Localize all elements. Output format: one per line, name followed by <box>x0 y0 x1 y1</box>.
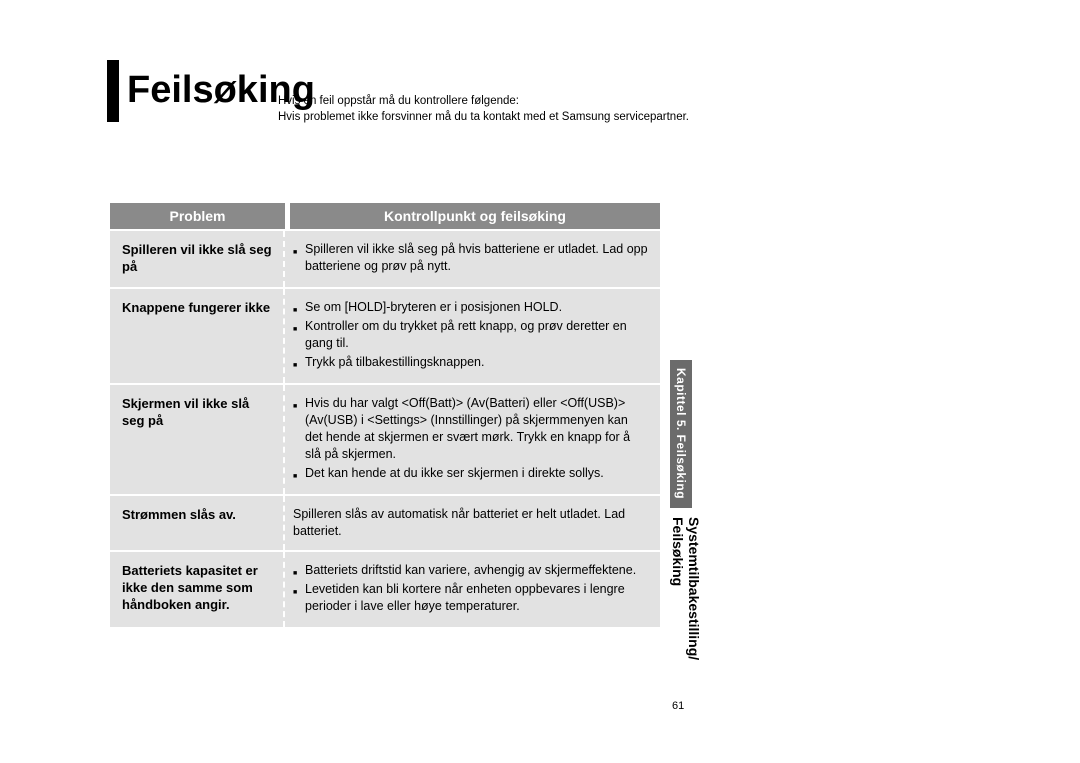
list-item: Hvis du har valgt <Off(Batt)> (Av(Batter… <box>293 395 648 463</box>
cell-problem: Strømmen slås av. <box>110 496 285 550</box>
side-title-line-2: Feilsøking <box>670 517 686 586</box>
list-item: Batteriets driftstid kan variere, avheng… <box>293 562 648 579</box>
list-item: Se om [HOLD]-bryteren er i posisjonen HO… <box>293 299 648 316</box>
table-row: Strømmen slås av. Spilleren slås av auto… <box>110 494 660 550</box>
table-row: Knappene fungerer ikke Se om [HOLD]-bryt… <box>110 287 660 383</box>
cell-check: Batteriets driftstid kan variere, avheng… <box>285 552 660 627</box>
page-number: 61 <box>672 700 684 712</box>
cell-problem: Batteriets kapasitet er ikke den samme s… <box>110 552 285 627</box>
section-side-title: Systemtilbakestilling/ Feilsøking <box>670 517 702 660</box>
intro-line-2: Hvis problemet ikke forsvinner må du ta … <box>278 109 689 125</box>
table-row: Batteriets kapasitet er ikke den samme s… <box>110 550 660 627</box>
chapter-tab: Kapittel 5. Feilsøking <box>670 360 692 508</box>
list-item: Trykk på tilbakestillingsknappen. <box>293 354 648 371</box>
list-item: Spilleren vil ikke slå seg på hvis batte… <box>293 241 648 275</box>
list-item: Kontroller om du trykket på rett knapp, … <box>293 318 648 352</box>
table-row: Spilleren vil ikke slå seg på Spilleren … <box>110 229 660 287</box>
troubleshooting-table: Problem Kontrollpunkt og feilsøking Spil… <box>110 203 660 627</box>
cell-check: Hvis du har valgt <Off(Batt)> (Av(Batter… <box>285 385 660 494</box>
chapter-tab-label: Kapittel 5. Feilsøking <box>674 368 688 499</box>
side-title-line-1: Systemtilbakestilling/ <box>686 517 702 660</box>
header-check: Kontrollpunkt og feilsøking <box>290 203 660 229</box>
cell-problem: Skjermen vil ikke slå seg på <box>110 385 285 494</box>
header-problem: Problem <box>110 203 285 229</box>
list-item: Det kan hende at du ikke ser skjermen i … <box>293 465 648 482</box>
intro-text: Hvis en feil oppstår må du kontrollere f… <box>278 93 689 125</box>
cell-check: Spilleren vil ikke slå seg på hvis batte… <box>285 231 660 287</box>
cell-check: Spilleren slås av automatisk når batteri… <box>285 496 660 550</box>
intro-line-1: Hvis en feil oppstår må du kontrollere f… <box>278 93 689 109</box>
cell-problem: Knappene fungerer ikke <box>110 289 285 383</box>
table-header: Problem Kontrollpunkt og feilsøking <box>110 203 660 229</box>
plain-text: Spilleren slås av automatisk når batteri… <box>293 506 648 540</box>
table-row: Skjermen vil ikke slå seg på Hvis du har… <box>110 383 660 494</box>
cell-problem: Spilleren vil ikke slå seg på <box>110 231 285 287</box>
title-bar <box>107 60 119 122</box>
cell-check: Se om [HOLD]-bryteren er i posisjonen HO… <box>285 289 660 383</box>
list-item: Levetiden kan bli kortere når enheten op… <box>293 581 648 615</box>
